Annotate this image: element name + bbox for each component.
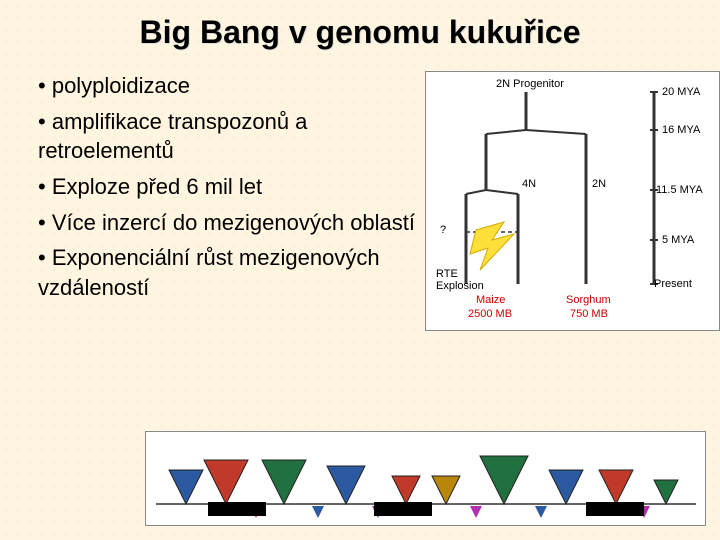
diagram-label: Maize xyxy=(476,294,505,306)
diagram-label: 20 MYA xyxy=(662,86,700,98)
diagram-label: 4N xyxy=(522,178,536,190)
diagram-label: 750 MB xyxy=(570,308,608,320)
phylogeny-diagram: 2N Progenitor 20 MYA 16 MYA 11.5 MYA 5 MYA Pr… xyxy=(425,71,720,331)
diagram-label: RTE Explosion xyxy=(436,268,484,292)
diagram-label: Sorghum xyxy=(566,294,611,306)
page-title: Big Bang v genomu kukuřice xyxy=(0,0,720,51)
diagram-label: 2N xyxy=(592,178,606,190)
figures-column: 2N Progenitor 20 MYA 16 MYA 11.5 MYA 5 MYA Pr… xyxy=(425,71,720,343)
diagram-label: 11.5 MYA xyxy=(656,184,703,196)
diagram-label: Present xyxy=(654,278,692,290)
bullet-item: amplifikace transpozonů a retroelementů xyxy=(38,107,425,166)
diagram-label: ? xyxy=(440,224,446,236)
bullet-item: Více inzercí do mezigenových oblastí xyxy=(38,208,425,238)
bullet-list: polyploidizace amplifikace transpozonů a … xyxy=(20,71,425,343)
diagram-label: 16 MYA xyxy=(662,124,700,136)
diagram-label: 2N Progenitor xyxy=(496,78,564,90)
diagram-label: 5 MYA xyxy=(662,234,694,246)
bullet-item: Exponenciální růst mezigenových vzdáleno… xyxy=(38,243,425,302)
diagram-label: 2500 MB xyxy=(468,308,512,320)
bullet-item: polyploidizace xyxy=(38,71,425,101)
transposon-diagram xyxy=(145,431,706,526)
bullet-item: Exploze před 6 mil let xyxy=(38,172,425,202)
content-area: polyploidizace amplifikace transpozonů a … xyxy=(0,51,720,343)
